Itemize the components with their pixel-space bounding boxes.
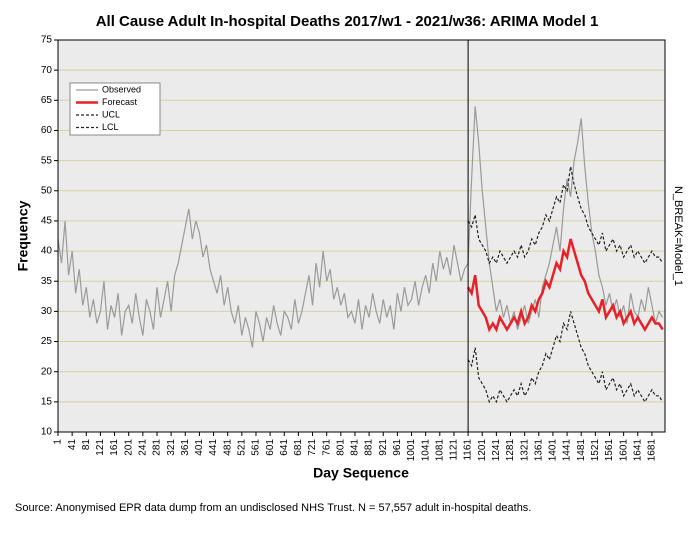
- x-tick-label: 81: [81, 439, 92, 451]
- series-line: [467, 166, 664, 265]
- x-tick-label: 121: [95, 439, 106, 456]
- x-tick-label: 441: [208, 439, 219, 456]
- x-tick-label: 1681: [647, 439, 658, 462]
- x-tick-label: 881: [364, 439, 375, 456]
- x-tick-label: 641: [279, 439, 290, 456]
- x-tick-label: 361: [180, 439, 191, 456]
- x-tick-label: 681: [293, 439, 304, 456]
- x-tick-label: 1001: [406, 439, 417, 462]
- y-tick-label: 50: [41, 185, 53, 196]
- x-tick-label: 1361: [533, 439, 544, 462]
- series-line: [57, 106, 664, 348]
- x-tick-label: 41: [67, 439, 78, 451]
- series-line: [467, 311, 664, 404]
- y-tick-label: 10: [41, 427, 53, 438]
- x-tick-label: 1641: [632, 439, 643, 462]
- x-tick-label: 201: [123, 439, 134, 456]
- x-tick-label: 921: [378, 439, 389, 456]
- x-tick-label: 801: [335, 439, 346, 456]
- legend-label: Forecast: [102, 97, 138, 107]
- y-tick-label: 35: [41, 276, 53, 287]
- x-tick-label: 841: [350, 439, 361, 456]
- x-tick-label: 1441: [562, 439, 573, 462]
- x-axis-label: Day Sequence: [313, 465, 409, 481]
- y-tick-label: 30: [41, 306, 53, 317]
- x-tick-label: 1561: [604, 439, 615, 462]
- x-tick-label: 281: [152, 439, 163, 456]
- y-tick-label: 60: [41, 125, 53, 136]
- chart-title: All Cause Adult In-hospital Deaths 2017/…: [96, 13, 599, 30]
- x-tick-label: 1201: [477, 439, 488, 462]
- x-tick-label: 961: [392, 439, 403, 456]
- y-axis-label: Frequency: [15, 200, 31, 271]
- source-note: Source: Anonymised EPR data dump from an…: [15, 502, 531, 514]
- y-tick-label: 45: [41, 216, 53, 227]
- x-tick-label: 241: [137, 439, 148, 456]
- legend-label: Observed: [102, 84, 141, 94]
- x-tick-label: 401: [194, 439, 205, 456]
- x-tick-label: 1481: [576, 439, 587, 462]
- axes-frame: [57, 39, 666, 433]
- x-tick-label: 1281: [505, 439, 516, 462]
- x-tick-label: 1521: [590, 439, 601, 462]
- right-label: N_BREAK=Model_1: [672, 186, 684, 286]
- x-tick-label: 601: [265, 439, 276, 456]
- legend-label: UCL: [102, 109, 120, 119]
- x-tick-label: 1121: [449, 439, 460, 461]
- series-line: [467, 238, 664, 333]
- x-tick-label: 761: [321, 439, 332, 456]
- x-tick-label: 1241: [491, 439, 502, 462]
- y-tick-label: 75: [41, 35, 53, 46]
- x-tick-label: 1401: [548, 439, 559, 462]
- x-tick-label: 161: [109, 439, 120, 456]
- x-tick-label: 521: [236, 439, 247, 456]
- y-tick-label: 15: [41, 396, 53, 407]
- legend-label: LCL: [102, 122, 119, 132]
- x-tick-label: 561: [251, 439, 262, 456]
- x-tick-label: 1041: [420, 439, 431, 462]
- y-tick-label: 25: [41, 336, 53, 347]
- y-tick-label: 70: [41, 65, 53, 76]
- x-tick-label: 481: [222, 439, 233, 456]
- x-tick-label: 1321: [519, 439, 530, 462]
- legend-box: [69, 82, 161, 136]
- y-tick-label: 55: [41, 155, 53, 166]
- y-tick-label: 65: [41, 95, 53, 106]
- x-tick-label: 1: [53, 439, 64, 445]
- y-tick-label: 40: [41, 246, 53, 257]
- x-tick-label: 1601: [618, 439, 629, 462]
- x-tick-label: 321: [166, 439, 177, 456]
- x-tick-label: 1081: [434, 439, 445, 462]
- x-tick-label: 1161: [463, 439, 474, 461]
- x-tick-label: 721: [307, 439, 318, 456]
- y-tick-label: 20: [41, 366, 53, 377]
